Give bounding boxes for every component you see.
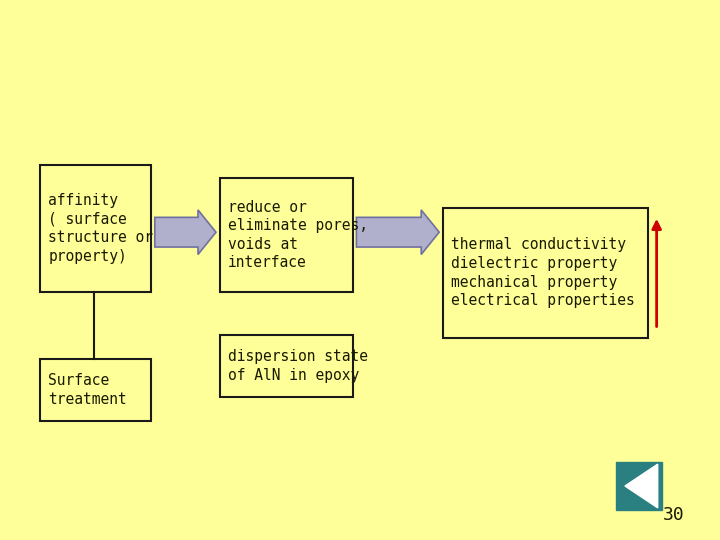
Text: Surface
treatment: Surface treatment: [48, 373, 127, 407]
FancyArrow shape: [356, 210, 439, 254]
Text: reduce or
eliminate pores,
voids at
interface: reduce or eliminate pores, voids at inte…: [228, 199, 368, 271]
FancyBboxPatch shape: [40, 165, 151, 292]
FancyBboxPatch shape: [220, 335, 353, 397]
FancyBboxPatch shape: [220, 178, 353, 292]
FancyBboxPatch shape: [40, 359, 151, 421]
Text: dispersion state
of AlN in epoxy: dispersion state of AlN in epoxy: [228, 349, 368, 383]
Polygon shape: [625, 464, 658, 508]
FancyBboxPatch shape: [443, 208, 648, 338]
Text: 30: 30: [662, 506, 684, 524]
Text: affinity
( surface
structure or
property): affinity ( surface structure or property…: [48, 193, 153, 264]
FancyArrow shape: [155, 210, 216, 254]
FancyBboxPatch shape: [616, 462, 662, 510]
Text: thermal conductivity
dielectric property
mechanical property
electrical properti: thermal conductivity dielectric property…: [451, 237, 635, 308]
